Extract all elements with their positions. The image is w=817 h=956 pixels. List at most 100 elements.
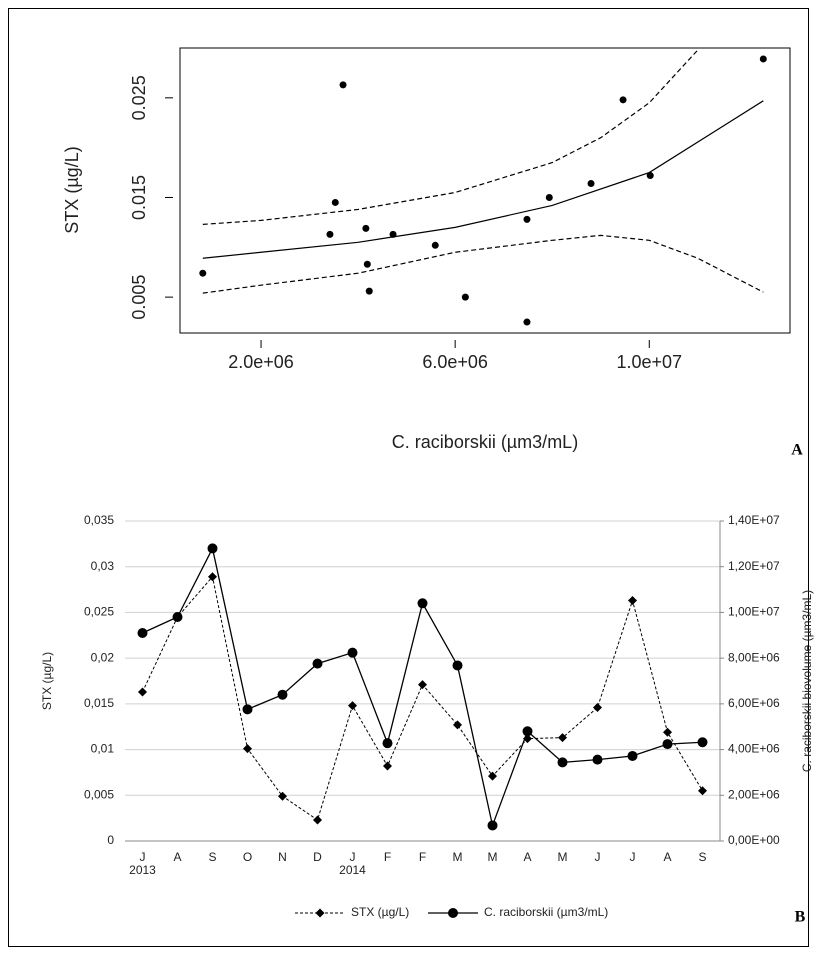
fit-line (202, 100, 764, 259)
legend-label: STX (µg/L) (351, 905, 409, 919)
y2-tick-label: 1,20E+07 (728, 559, 780, 573)
y-tick-label: 0,03 (91, 559, 115, 573)
confidence-band (202, 49, 699, 225)
y2-tick-label: 0,00E+00 (728, 833, 780, 847)
point (646, 172, 654, 180)
point (587, 180, 595, 188)
point (523, 215, 531, 223)
x-tick-label: J (140, 850, 146, 864)
y-tick-label: 0.005 (129, 275, 149, 320)
y-tick-label: 0,025 (84, 605, 114, 619)
data-point (207, 543, 218, 554)
panel-label: B (795, 909, 806, 926)
y-tick-label: 0,01 (91, 742, 115, 756)
y-axis-title: STX (µg/L) (40, 652, 54, 710)
data-point (488, 771, 497, 781)
data-point (627, 750, 638, 761)
plot-frame (179, 47, 791, 334)
y2-tick-label: 6,00E+06 (728, 696, 780, 710)
y-tick-label: 0,035 (84, 513, 114, 527)
data-point (242, 704, 253, 715)
x-tick-label: J (595, 850, 601, 864)
x-axis-title: C. raciborskii (µm3/mL) (392, 432, 578, 452)
data-point (557, 757, 568, 768)
data-point (453, 720, 462, 730)
point (365, 287, 373, 295)
y-tick-label: 0,005 (84, 787, 114, 801)
panel-b: 0 0,005 0,01 0,015 0,02 0,025 0,03 0,035 0,00E+0… (40, 513, 814, 926)
y-tick-label: 0 (107, 833, 114, 847)
legend-marker (315, 908, 325, 918)
data-point (277, 689, 288, 700)
data-point (278, 791, 287, 801)
point (326, 230, 334, 238)
y2-axis-title: C. raciborskii biovolume (µm3/mL) (800, 590, 814, 772)
panel-a: 2.0e+06 6.0e+06 1.0e+07 0.005 0.015 0.025 STX … (62, 47, 803, 459)
data-point (452, 660, 463, 671)
data-point (697, 737, 708, 748)
data-point (417, 598, 428, 609)
data-point (313, 815, 322, 825)
confidence-band (202, 234, 764, 294)
data-point (243, 744, 252, 754)
figure-border (8, 8, 809, 947)
y2-tick-label: 1,40E+07 (728, 513, 780, 527)
y-axis-title: STX (µg/L) (62, 146, 82, 233)
y-tick-label: 0.015 (129, 175, 149, 220)
x-tick-label: 1.0e+07 (616, 352, 682, 372)
x-tick-label: M (558, 850, 568, 864)
data-point (137, 628, 148, 638)
data-point (208, 572, 217, 582)
data-point (593, 703, 602, 713)
legend-label: C. raciborskii (µm3/mL) (484, 905, 608, 919)
y2-tick-label: 1,00E+07 (728, 605, 780, 619)
data-point (347, 647, 358, 658)
data-point (487, 820, 498, 831)
point (431, 241, 439, 249)
x-tick-label: S (208, 850, 216, 864)
data-point (522, 726, 533, 737)
data-point (312, 658, 323, 669)
y2-tick-label: 4,00E+06 (728, 742, 780, 756)
point (461, 293, 469, 301)
point (545, 193, 553, 201)
legend-marker (448, 908, 458, 918)
x-tick-label: D (313, 850, 322, 864)
point (363, 260, 371, 268)
point (362, 224, 370, 232)
data-point (663, 727, 672, 737)
point (199, 269, 207, 277)
x-tick-label: J (630, 850, 636, 864)
x-tick-label: M (488, 850, 498, 864)
point (339, 81, 347, 89)
data-point (418, 680, 427, 690)
y-tick-label: 0,02 (91, 650, 115, 664)
x-tick-label: S (698, 850, 706, 864)
x-tick-label: 2.0e+06 (228, 352, 294, 372)
x-tick-label: O (243, 850, 252, 864)
data-point (628, 596, 637, 606)
y2-tick-label: 8,00E+06 (728, 650, 780, 664)
x-group-label: 2013 (129, 863, 156, 877)
point (759, 55, 767, 63)
point (331, 198, 339, 206)
data-point (138, 687, 147, 697)
point (389, 230, 397, 238)
x-tick-label: J (350, 850, 356, 864)
x-tick-label: A (173, 850, 181, 864)
point (619, 96, 627, 104)
x-tick-label: 6.0e+06 (422, 352, 488, 372)
data-point (382, 738, 393, 749)
y2-tick-label: 2,00E+06 (728, 787, 780, 801)
x-tick-label: A (523, 850, 531, 864)
panel-label: A (791, 442, 803, 459)
y-tick-label: 0.025 (129, 75, 149, 120)
point (523, 318, 531, 326)
data-point (383, 761, 392, 771)
data-point (172, 612, 183, 622)
data-point (558, 733, 567, 743)
x-tick-label: A (663, 850, 671, 864)
x-tick-label: F (384, 850, 391, 864)
y-tick-label: 0,015 (84, 696, 114, 710)
